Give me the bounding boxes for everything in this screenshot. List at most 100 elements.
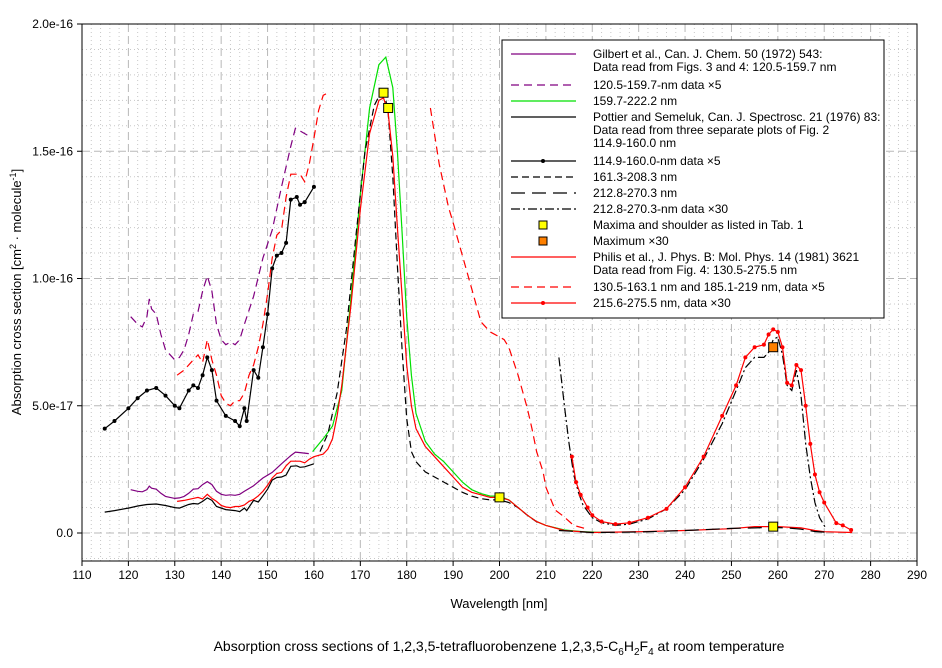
data-point-philis_x30	[822, 500, 827, 505]
data-point-pottier_x5	[191, 383, 196, 388]
data-point-pottier_x5	[298, 202, 303, 207]
title-pre: Absorption cross sections of 1,2,3,5-tet…	[214, 638, 619, 654]
data-point-philis_x30	[720, 413, 725, 418]
series-line-philis_x5_a	[176, 92, 329, 407]
y-tick-label: 0.0	[56, 526, 73, 540]
title-post: at room temperature	[654, 638, 785, 654]
maximum-x30-marker	[768, 342, 779, 353]
data-point-philis_x30	[812, 472, 817, 477]
title-mid: F	[640, 638, 649, 654]
data-point-philis_x30	[743, 355, 748, 360]
legend-entry-label: Philis et al., J. Phys. B: Mol. Phys. 14…	[593, 250, 859, 264]
x-tick-label: 120	[118, 568, 138, 582]
x-tick-label: 140	[211, 568, 231, 582]
data-point-pottier_x5	[265, 312, 270, 317]
maximum-marker	[494, 492, 505, 503]
data-point-pottier_x5	[237, 424, 242, 429]
legend: Gilbert et al., Can. J. Chem. 50 (1972) …	[501, 39, 885, 319]
series-line-philis_x30	[571, 328, 852, 531]
data-point-philis_x30	[780, 345, 785, 350]
x-tick-label: 130	[165, 568, 185, 582]
y-axis-label: Absorption cross section [cm2 · molecule…	[8, 169, 24, 415]
data-point-philis_x30	[785, 380, 790, 385]
data-point-pottier_x5	[311, 184, 316, 189]
data-point-pottier_x5	[251, 368, 256, 373]
legend-entry-label: Maximum ×30	[593, 234, 669, 248]
data-point-pottier_x5	[172, 403, 177, 408]
x-tick-label: 210	[536, 568, 556, 582]
data-point-philis_x30	[578, 492, 583, 497]
y-label-sup2: -1	[8, 172, 18, 180]
series-line-pottier_x5	[104, 186, 315, 430]
series-line-pottier_c	[558, 526, 826, 534]
data-point-philis_x30	[834, 521, 839, 526]
y-tick-label: 1.0e-16	[32, 272, 73, 286]
data-point-pottier_x5	[154, 385, 159, 390]
data-point-philis_x30	[803, 403, 808, 408]
data-point-pottier_x5	[144, 388, 149, 393]
legend-entry-label: 212.8-270.3 nm	[593, 186, 677, 200]
data-point-philis_x30	[613, 522, 618, 527]
data-point-philis_x30	[734, 383, 739, 388]
y-label-sup1: 2	[8, 244, 18, 249]
data-point-pottier_x5	[186, 388, 191, 393]
data-point-pottier_x5	[163, 393, 168, 398]
data-point-philis_x30	[585, 505, 590, 510]
legend-entry-label: 130.5-163.1 nm and 185.1-219 nm, data ×5	[593, 280, 825, 294]
data-point-philis_x30	[664, 506, 669, 511]
legend-dot-icon	[541, 159, 545, 163]
y-tick-label: 1.5e-16	[32, 144, 73, 158]
series-line-pottier	[104, 463, 315, 513]
legend-entry-label: 159.7-222.2 nm	[593, 94, 677, 108]
chart-title: Absorption cross sections of 1,2,3,5-tet…	[214, 638, 785, 658]
data-point-philis_x30	[627, 520, 632, 525]
legend-square-icon	[538, 220, 548, 230]
x-tick-label: 200	[489, 568, 509, 582]
data-point-pottier_x5	[205, 355, 210, 360]
data-point-philis_x30	[752, 345, 757, 350]
series-layer	[102, 55, 854, 534]
data-point-pottier_x5	[288, 197, 293, 202]
maximum-marker	[378, 87, 389, 98]
x-tick-label: 270	[814, 568, 834, 582]
data-point-pottier_x5	[279, 251, 284, 256]
title-sub: 6	[618, 647, 624, 658]
data-point-philis_x30	[599, 519, 604, 524]
legend-entry-label: Data read from Figs. 3 and 4: 120.5-159.…	[593, 60, 836, 74]
data-point-pottier_x5	[260, 345, 265, 350]
data-point-pottier_x5	[256, 375, 261, 380]
y-label-pre: Absorption cross section [cm	[9, 249, 24, 415]
legend-entry-label: 161.3-208.3 nm	[593, 170, 677, 184]
marker-layer	[378, 87, 779, 532]
series-line-pottier_c_x30	[558, 336, 827, 529]
y-tick-label: 5.0e-17	[32, 399, 73, 413]
data-point-pottier_x5	[274, 253, 279, 258]
legend-dot-icon	[541, 301, 545, 305]
data-point-pottier_x5	[294, 195, 299, 200]
y-label-post: ]	[9, 169, 24, 173]
data-point-pottier_x5	[102, 426, 107, 431]
legend-entry-label: Maxima and shoulder as listed in Tab. 1	[593, 218, 804, 232]
legend-box	[501, 39, 885, 319]
data-point-pottier_x5	[135, 396, 140, 401]
data-point-philis_x30	[771, 327, 776, 332]
data-point-pottier_x5	[214, 398, 219, 403]
x-tick-label: 250	[721, 568, 741, 582]
data-point-philis_x30	[761, 342, 766, 347]
legend-entry-label: 215.6-275.5 nm, data ×30	[593, 296, 731, 310]
legend-entry-label: Data read from three separate plots of F…	[593, 123, 829, 137]
data-point-philis_x30	[775, 329, 780, 334]
data-point-pottier_x5	[195, 385, 200, 390]
x-tick-label: 170	[350, 568, 370, 582]
data-point-philis_x30	[849, 527, 854, 532]
data-point-pottier_x5	[126, 406, 131, 411]
series-line-philis_x5_b	[429, 107, 588, 530]
legend-square-icon	[538, 236, 548, 246]
x-tick-label: 260	[768, 568, 788, 582]
y-tick-label: 2.0e-16	[32, 17, 73, 31]
x-tick-label: 180	[397, 568, 417, 582]
data-point-pottier_x5	[302, 200, 307, 205]
legend-entry-label: 114.9-160.0 nm	[593, 136, 676, 150]
x-tick-label: 290	[907, 568, 927, 582]
